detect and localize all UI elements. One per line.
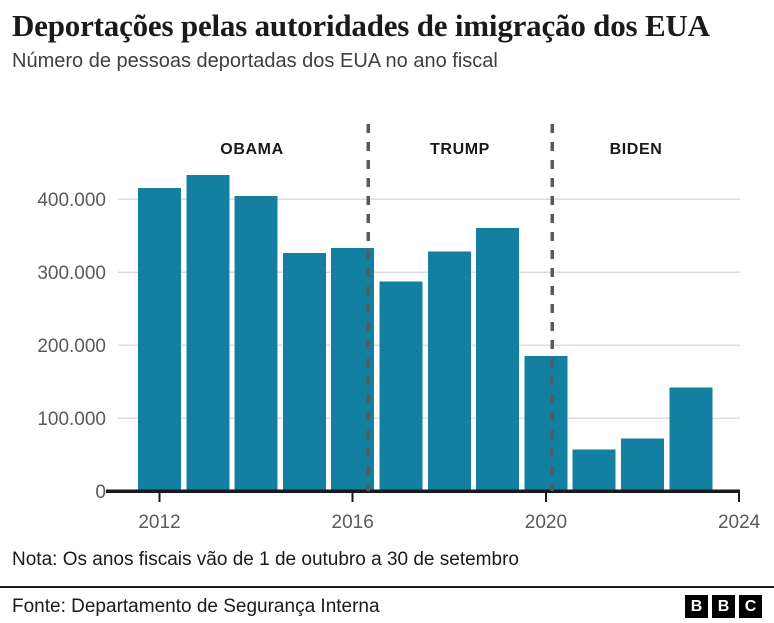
y-axis-tick-label: 100.000	[37, 409, 106, 430]
bar[interactable]	[427, 251, 471, 491]
bar[interactable]	[621, 438, 664, 491]
bbc-logo-block-2: B	[712, 595, 735, 618]
bbc-logo: B B C	[685, 595, 762, 618]
chart-subtitle: Número de pessoas deportadas dos EUA no …	[12, 50, 498, 72]
x-axis-tick-label: 2012	[138, 512, 180, 533]
bar[interactable]	[186, 174, 230, 491]
y-axis-tick-label: 300.000	[37, 263, 106, 284]
y-axis-tick-label: 0	[95, 482, 106, 503]
chart-note: Nota: Os anos fiscais vão de 1 de outubr…	[12, 549, 519, 570]
x-axis-tick-label: 2024	[718, 512, 761, 533]
bar[interactable]	[669, 387, 713, 491]
bar-chart-svg: 0 100.000 200.000 300.000 400.000 2012 2016 202…	[37, 124, 761, 533]
bar[interactable]	[572, 449, 616, 491]
y-axis-tick-label: 400.000	[37, 190, 106, 211]
chart-header: Deportações pelas autoridades de imigraç…	[0, 0, 774, 74]
chart-source-row: Fonte: Departamento de Segurança Interna…	[0, 590, 774, 623]
page-title: Deportações pelas autoridades de imigraç…	[12, 8, 710, 43]
bar[interactable]	[379, 281, 423, 491]
footer-divider	[0, 586, 774, 588]
bbc-logo-block-3: C	[739, 595, 762, 618]
chart-source: Fonte: Departamento de Segurança Interna	[12, 595, 380, 617]
chart-note-row: Nota: Os anos fiscais vão de 1 de outubr…	[0, 548, 774, 572]
era-label: TRUMP	[430, 141, 490, 158]
bbc-logo-block-1: B	[685, 595, 708, 618]
bar[interactable]	[282, 253, 326, 491]
bar[interactable]	[476, 228, 520, 491]
x-axis-tick-label: 2020	[525, 512, 567, 533]
bar[interactable]	[234, 196, 278, 491]
chart-plot-area: 0 100.000 200.000 300.000 400.000 2012 2016 202…	[0, 118, 774, 543]
era-label: OBAMA	[220, 141, 283, 158]
bar[interactable]	[524, 355, 568, 491]
bar[interactable]	[138, 188, 181, 492]
x-axis-tick-label: 2016	[332, 512, 374, 533]
y-axis-tick-label: 200.000	[37, 336, 106, 357]
era-label: BIDEN	[610, 141, 663, 158]
